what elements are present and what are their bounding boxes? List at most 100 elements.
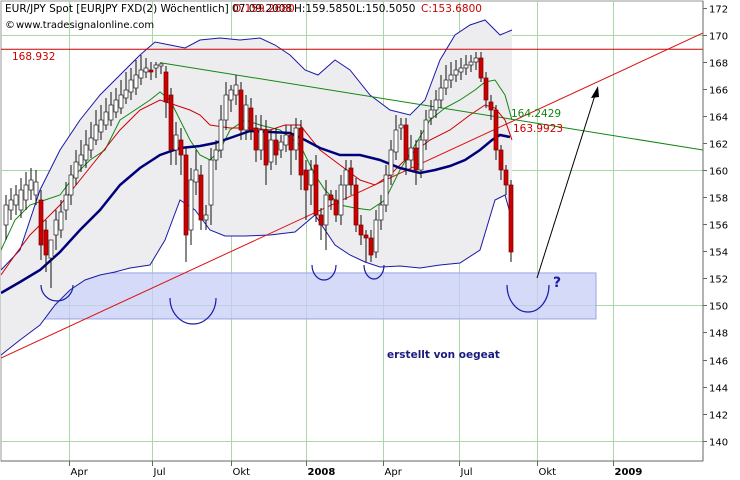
level-label: 168.932 xyxy=(12,51,55,63)
y-tick-label: 156 xyxy=(709,221,728,232)
y-tick-label: 168 xyxy=(709,59,728,70)
candle-body xyxy=(413,147,419,171)
uptrend-line xyxy=(1,32,703,359)
y-tick-labels: 140 142 144 146 148 150 152 154 156 158 160 162 164 1… xyxy=(703,5,728,449)
x-tick-label: Apr xyxy=(385,467,403,478)
candle-body xyxy=(48,239,54,259)
candle-body xyxy=(148,69,154,73)
candle-body xyxy=(203,214,209,221)
ohlc-low: L:150.5050 xyxy=(356,3,416,15)
candle-body xyxy=(158,63,164,67)
candle-body xyxy=(98,119,104,133)
candle-body xyxy=(38,199,44,246)
bowl-marker xyxy=(169,297,217,325)
candle-body xyxy=(308,169,314,186)
y-tick-label: 148 xyxy=(709,329,728,340)
source-label: www.tradesignalonline.com xyxy=(16,20,154,31)
candle-body xyxy=(278,141,284,151)
candle-body xyxy=(113,99,119,113)
candle-body xyxy=(243,104,249,131)
candle-body xyxy=(408,147,414,161)
y-tick-label: 166 xyxy=(709,86,728,97)
candle-body xyxy=(18,189,24,211)
candle-body xyxy=(493,109,499,151)
candle-body xyxy=(468,61,474,66)
candle-body xyxy=(173,134,179,151)
x-tick-label: 2008 xyxy=(308,467,336,478)
candle-body xyxy=(298,127,304,176)
downtrend-line xyxy=(161,62,703,151)
candle-body xyxy=(178,139,184,156)
candle-body xyxy=(478,57,484,79)
candle-body xyxy=(193,169,199,183)
candle-body xyxy=(473,57,479,63)
candle-body xyxy=(228,89,234,101)
candle-body xyxy=(443,79,449,89)
question-mark: ? xyxy=(553,275,561,291)
x-tick-label: Okt xyxy=(233,467,251,478)
candle-body xyxy=(8,199,14,211)
x-tick-label: Apr xyxy=(71,467,89,478)
candle-body xyxy=(458,67,464,73)
candle-body xyxy=(93,124,99,141)
candle-body xyxy=(288,134,294,151)
y-tick-label: 142 xyxy=(709,411,728,422)
x-tick-labels: Apr Jul Okt 2008 Apr Jul Okt 2009 xyxy=(1,460,703,478)
candle-body xyxy=(403,124,409,161)
candle-body xyxy=(428,109,434,119)
candle-body xyxy=(208,159,214,206)
candle-body xyxy=(463,64,469,69)
candle-body xyxy=(78,154,84,166)
candle-body xyxy=(508,184,514,253)
y-tick-label: 158 xyxy=(709,194,728,205)
candle-body xyxy=(488,101,494,111)
moving-average-long xyxy=(1,129,511,295)
annotation-label: erstellt von oegeat xyxy=(387,349,500,361)
candle-body xyxy=(143,67,149,73)
candle-body xyxy=(248,107,254,131)
candle-body xyxy=(28,179,34,191)
ohlc-open: O:159.2680 xyxy=(233,3,295,15)
x-tick-label: Jul xyxy=(460,467,473,478)
sma-mid-value-label: 163.9923 xyxy=(513,123,563,135)
candle-body xyxy=(68,174,74,196)
candles xyxy=(3,52,514,288)
candle-body xyxy=(23,184,29,201)
candle-body xyxy=(433,99,439,111)
candle-body xyxy=(218,119,224,151)
y-tick-label: 154 xyxy=(709,248,728,259)
candle-body xyxy=(263,129,269,166)
y-tick-label: 140 xyxy=(709,438,728,449)
bowl-marker xyxy=(311,264,337,281)
candle-body xyxy=(123,89,129,99)
candle-body xyxy=(333,199,339,216)
candle-body xyxy=(293,127,299,151)
projection-arrow xyxy=(536,91,597,279)
bollinger-band-fill xyxy=(1,20,512,355)
support-zone xyxy=(38,272,597,320)
candle-body xyxy=(258,129,264,151)
bollinger-upper-band xyxy=(1,19,513,271)
bollinger-lower-band xyxy=(1,194,513,356)
candle-body xyxy=(418,139,424,171)
candle-body xyxy=(213,149,219,161)
bowl-marker xyxy=(506,284,550,313)
y-tick-label: 172 xyxy=(709,5,728,16)
y-tick-label: 164 xyxy=(709,113,728,124)
candle-body xyxy=(268,139,274,163)
candle-body xyxy=(503,169,509,186)
y-tick-label: 170 xyxy=(709,32,728,43)
y-tick-label: 144 xyxy=(709,384,728,395)
arrow-head xyxy=(591,86,599,98)
x-tick-label: Jul xyxy=(153,467,166,478)
y-tick-label: 152 xyxy=(709,275,728,286)
candle-body xyxy=(163,71,169,103)
chart-header: EUR/JPY Spot [EURJPY FXD(2) Wöchentlich]… xyxy=(5,3,292,15)
candle-body xyxy=(283,134,289,146)
candle-body xyxy=(448,74,454,81)
bowl-marker xyxy=(40,284,74,302)
candle-body xyxy=(348,167,354,186)
candle-body xyxy=(83,144,89,161)
copyright-icon: © xyxy=(5,20,15,31)
